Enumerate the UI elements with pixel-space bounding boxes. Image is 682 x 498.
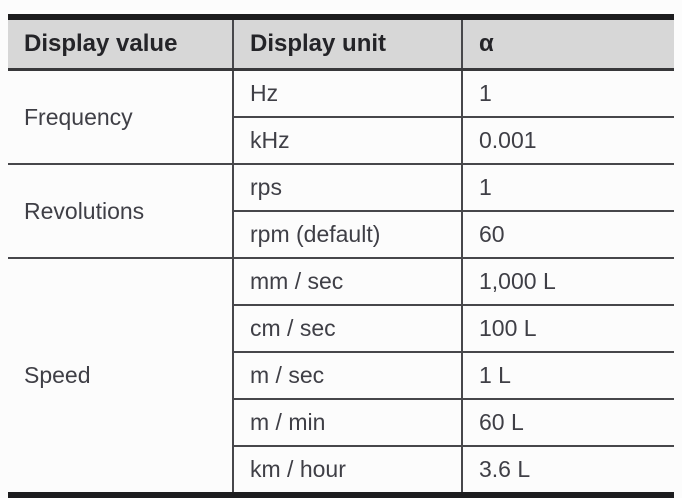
display-unit-cell: km / hour: [232, 445, 462, 495]
display-value-cell: Speed: [8, 257, 233, 495]
display-unit-cell: rpm (default): [232, 210, 462, 258]
alpha-cell: 60 L: [461, 398, 674, 446]
display-unit-cell: mm / sec: [232, 257, 462, 305]
alpha-cell: 3.6 L: [461, 445, 674, 495]
table-row: m / min 60 L: [8, 398, 674, 446]
alpha-cell: 100 L: [461, 304, 674, 352]
alpha-cell: 60: [461, 210, 674, 258]
table-header: Display value Display unit α: [8, 17, 674, 71]
display-unit-cell: kHz: [232, 116, 462, 164]
table-row: kHz 0.001: [8, 116, 674, 164]
alpha-cell: 1: [461, 163, 674, 211]
display-unit-cell: Hz: [232, 68, 462, 117]
display-unit-cell: m / min: [232, 398, 462, 446]
display-value-cell: Frequency: [8, 68, 233, 164]
header-display-value: Display value: [8, 17, 233, 71]
alpha-cell: 1 L: [461, 351, 674, 399]
table-row: Revolutions rps 1: [8, 163, 674, 258]
table-row: Speed mm / sec 1,000 L: [8, 257, 674, 495]
unit-conversion-table: Display value Display unit α Frequency Hz…: [8, 14, 674, 498]
display-unit-cell: cm / sec: [232, 304, 462, 352]
table-row: m / sec 1 L: [8, 351, 674, 399]
display-unit-cell: m / sec: [232, 351, 462, 399]
table-row: rpm (default) 60: [8, 210, 674, 258]
display-unit-cell: rps: [232, 163, 462, 211]
table-body: Frequency Hz 1 kHz 0.001 Revolutions rps 1 rpm (…: [8, 68, 674, 495]
display-value-cell: Revolutions: [8, 163, 233, 258]
table-row: km / hour 3.6 L: [8, 445, 674, 495]
header-display-unit: Display unit: [232, 17, 462, 71]
header-alpha: α: [461, 17, 674, 71]
alpha-cell: 0.001: [461, 116, 674, 164]
alpha-cell: 1,000 L: [461, 257, 674, 305]
table-row: Frequency Hz 1: [8, 68, 674, 164]
header-row: Display value Display unit α: [8, 17, 674, 71]
table-row: cm / sec 100 L: [8, 304, 674, 352]
alpha-cell: 1: [461, 68, 674, 117]
